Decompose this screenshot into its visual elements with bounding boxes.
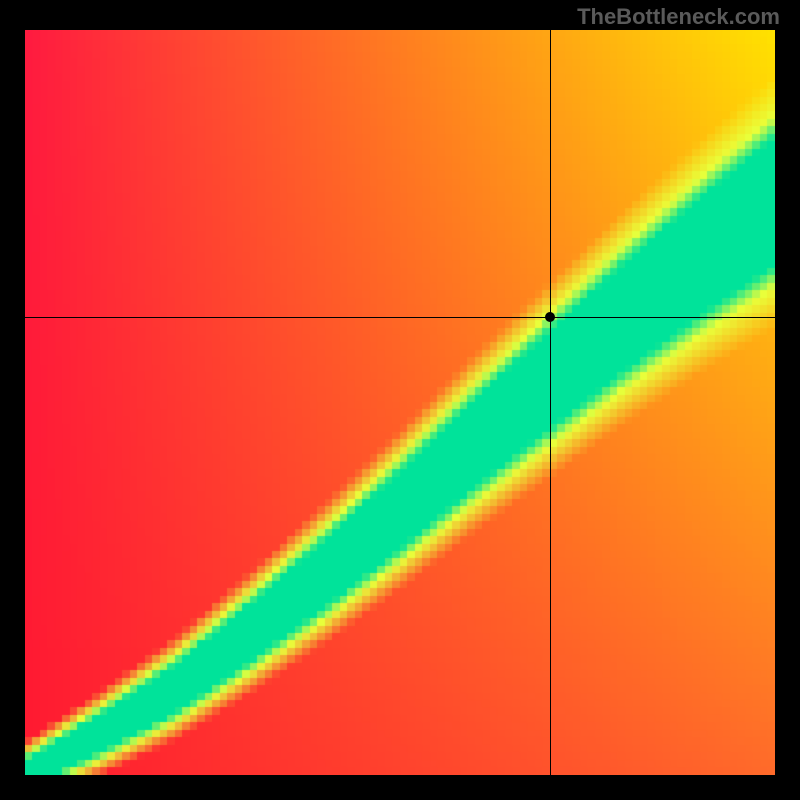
crosshair-vertical — [550, 30, 551, 775]
plot-area — [25, 30, 775, 775]
heatmap-canvas — [25, 30, 775, 775]
crosshair-horizontal — [25, 317, 775, 318]
watermark-text: TheBottleneck.com — [577, 4, 780, 30]
crosshair-dot — [545, 312, 555, 322]
